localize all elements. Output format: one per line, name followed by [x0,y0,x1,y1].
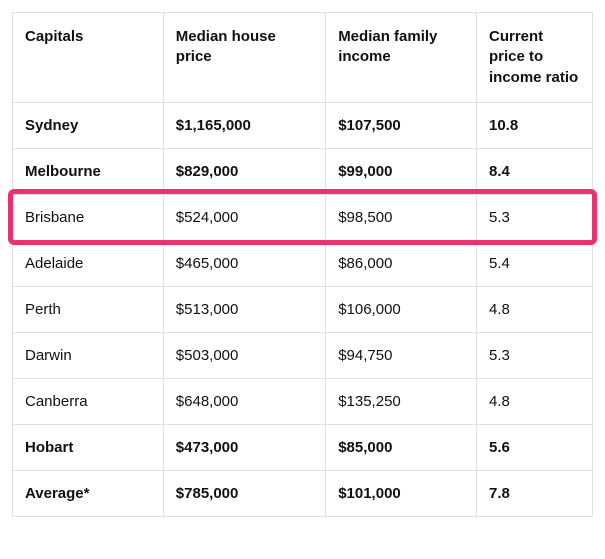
table-cell: 8.4 [476,148,592,194]
table-cell: Hobart [13,424,164,470]
table-cell: $101,000 [326,470,477,516]
table-cell: $99,000 [326,148,477,194]
table-cell: $1,165,000 [163,102,325,148]
table-cell: $785,000 [163,470,325,516]
table-cell: $106,000 [326,286,477,332]
comparison-table-wrapper: Capitals Median house price Median famil… [12,12,593,517]
table-cell: 5.3 [476,194,592,240]
table-cell: Average* [13,470,164,516]
table-cell: 4.8 [476,286,592,332]
comparison-table: Capitals Median house price Median famil… [12,12,593,517]
table-cell: 5.4 [476,240,592,286]
table-cell: $86,000 [326,240,477,286]
table-row: Sydney$1,165,000$107,50010.8 [13,102,593,148]
table-cell: Brisbane [13,194,164,240]
header-row: Capitals Median house price Median famil… [13,13,593,103]
table-cell: $135,250 [326,378,477,424]
table-cell: $98,500 [326,194,477,240]
col-header-capitals: Capitals [13,13,164,103]
table-row: Brisbane$524,000$98,5005.3 [13,194,593,240]
table-cell: Melbourne [13,148,164,194]
table-cell: Darwin [13,332,164,378]
table-row: Melbourne$829,000$99,0008.4 [13,148,593,194]
table-row: Adelaide$465,000$86,0005.4 [13,240,593,286]
table-cell: 7.8 [476,470,592,516]
table-cell: 10.8 [476,102,592,148]
col-header-price: Median house price [163,13,325,103]
table-cell: $473,000 [163,424,325,470]
table-cell: $503,000 [163,332,325,378]
table-cell: $94,750 [326,332,477,378]
table-cell: $524,000 [163,194,325,240]
table-row: Darwin$503,000$94,7505.3 [13,332,593,378]
table-cell: 5.6 [476,424,592,470]
table-cell: Sydney [13,102,164,148]
table-cell: $513,000 [163,286,325,332]
table-row: Canberra$648,000$135,2504.8 [13,378,593,424]
col-header-income: Median family income [326,13,477,103]
table-row: Perth$513,000$106,0004.8 [13,286,593,332]
table-cell: $85,000 [326,424,477,470]
table-cell: 4.8 [476,378,592,424]
table-cell: $465,000 [163,240,325,286]
table-cell: $648,000 [163,378,325,424]
table-row: Hobart$473,000$85,0005.6 [13,424,593,470]
table-cell: Perth [13,286,164,332]
table-cell: Canberra [13,378,164,424]
table-cell: Adelaide [13,240,164,286]
table-cell: 5.3 [476,332,592,378]
table-cell: $107,500 [326,102,477,148]
col-header-ratio: Current price to income ratio [476,13,592,103]
table-cell: $829,000 [163,148,325,194]
table-row: Average*$785,000$101,0007.8 [13,470,593,516]
